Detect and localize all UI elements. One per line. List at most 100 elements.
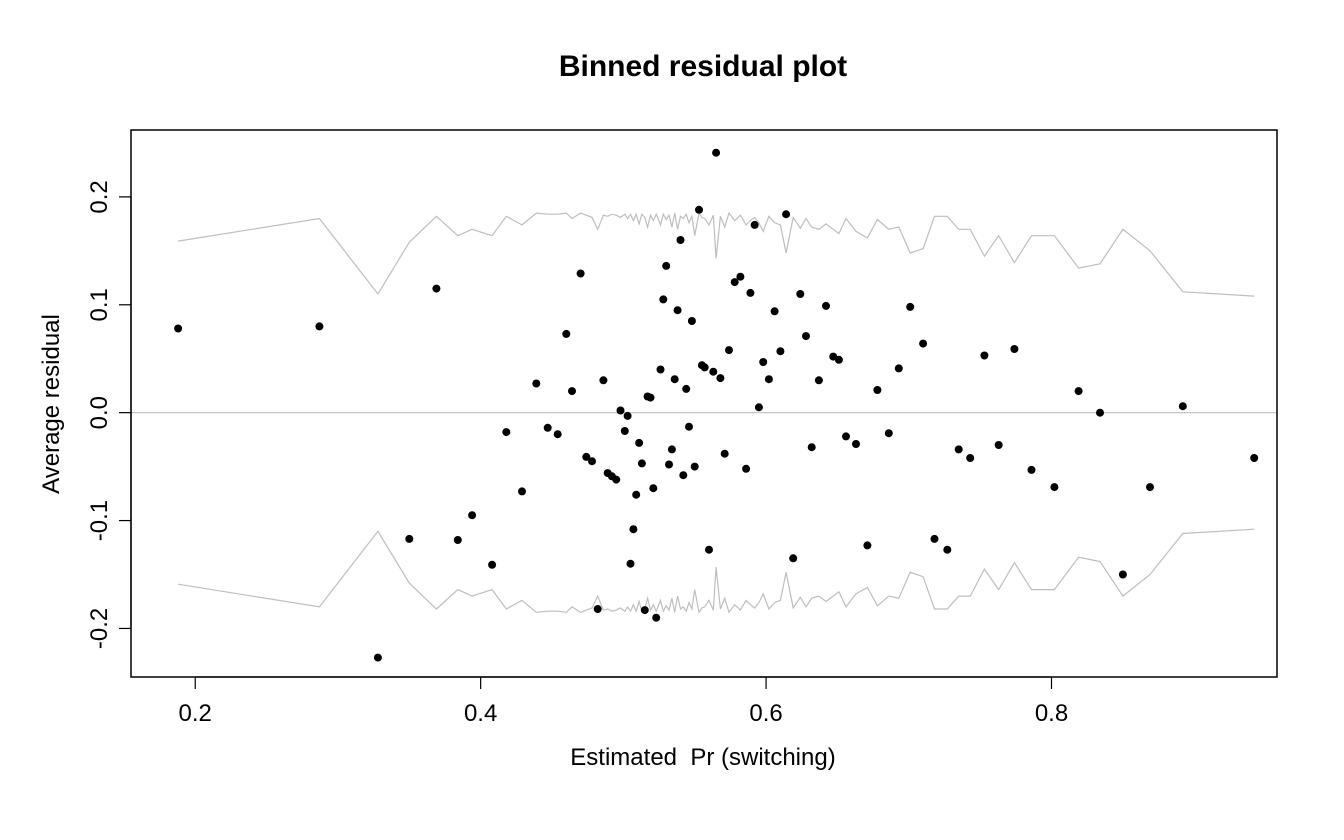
data-point [709, 367, 718, 376]
data-point [716, 374, 725, 383]
data-point [488, 560, 497, 569]
data-point [593, 605, 602, 613]
data-point [502, 428, 511, 437]
y-tick-label: 0.1 [86, 288, 113, 321]
data-point [690, 462, 699, 471]
plot-area [131, 148, 1277, 662]
upper-band-line [178, 211, 1255, 297]
y-tick-label: -0.2 [86, 608, 113, 649]
data-point [906, 302, 915, 311]
data-point [842, 432, 850, 441]
data-point [568, 387, 576, 396]
data-point [764, 375, 773, 384]
data-point [373, 653, 382, 662]
lower-band-line [178, 528, 1255, 614]
data-point [919, 339, 928, 348]
data-point [612, 475, 621, 484]
data-point [954, 445, 963, 454]
data-point [930, 534, 939, 543]
data-point [662, 261, 671, 270]
data-point [725, 346, 733, 355]
data-point [682, 384, 691, 393]
data-point [562, 329, 571, 338]
data-point [746, 288, 755, 297]
data-point [782, 210, 791, 219]
data-point [894, 364, 903, 373]
data-point [884, 429, 893, 438]
x-tick-label: 0.2 [179, 700, 212, 727]
data-point [1010, 345, 1019, 353]
data-point [695, 205, 703, 214]
data-point [620, 427, 629, 435]
data-point [730, 278, 739, 287]
data-point [754, 403, 763, 412]
data-point [742, 464, 751, 473]
data-point [705, 545, 713, 554]
data-point [588, 457, 596, 466]
data-point [582, 452, 591, 461]
data-point [807, 443, 816, 452]
plot-frame [130, 129, 1278, 678]
data-point [637, 459, 646, 468]
data-point [750, 220, 759, 229]
data-point [174, 324, 183, 333]
data-point [1074, 387, 1083, 396]
x-tick-label: 0.6 [749, 700, 782, 727]
data-point [796, 290, 805, 298]
data-point [676, 236, 685, 244]
data-point [980, 351, 989, 360]
data-point [453, 536, 462, 544]
data-point [629, 525, 638, 534]
data-point [632, 490, 641, 499]
data-point [659, 295, 668, 304]
x-tick-label: 0.8 [1035, 700, 1068, 727]
data-point [685, 422, 693, 431]
data-point [1027, 465, 1036, 474]
data-point [543, 423, 552, 432]
y-axis: -0.2 -0.1 0.0 0.1 0.2 [86, 180, 132, 649]
chart-title: Binned residual plot [559, 50, 847, 83]
data-point [994, 441, 1003, 449]
data-point [1146, 483, 1154, 492]
x-axis-label: Estimated Pr (switching) [570, 744, 835, 771]
data-point [576, 269, 585, 278]
data-point [1178, 402, 1187, 411]
data-point [700, 363, 709, 372]
data-point [943, 545, 952, 554]
data-point [432, 284, 441, 293]
data-point [712, 148, 721, 157]
y-tick-label: 0.2 [86, 180, 113, 213]
data-point [863, 541, 872, 550]
data-point [646, 393, 655, 402]
data-point [776, 347, 785, 356]
data-point [649, 484, 658, 493]
data-point [1050, 483, 1059, 492]
data-point [770, 307, 779, 316]
data-point [656, 365, 665, 374]
data-point [468, 511, 477, 520]
data-point [652, 613, 661, 622]
data-point [759, 358, 768, 366]
data-point [802, 332, 810, 341]
data-point [623, 411, 632, 420]
y-axis-label: Average residual [38, 314, 65, 494]
data-point [822, 301, 830, 310]
data-point [532, 379, 541, 388]
data-point [553, 430, 562, 439]
data-point [687, 317, 696, 325]
data-point [667, 445, 676, 454]
data-point [1118, 570, 1127, 579]
data-point [679, 471, 688, 480]
data-point [616, 406, 625, 415]
data-point [405, 534, 414, 543]
data-point [518, 487, 526, 496]
data-point [626, 559, 635, 568]
data-point [635, 438, 644, 447]
x-axis: 0.2 0.4 0.6 0.8 [179, 676, 1068, 727]
data-point [814, 376, 823, 385]
data-point [1250, 454, 1259, 462]
data-point [315, 322, 324, 331]
data-point [640, 606, 649, 615]
data-point [966, 454, 975, 462]
